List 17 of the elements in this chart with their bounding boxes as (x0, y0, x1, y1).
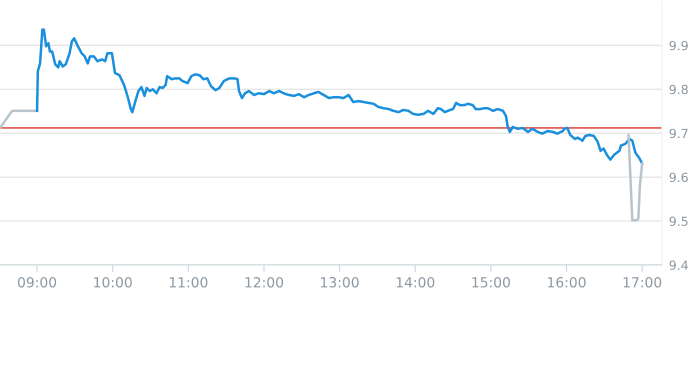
x-tick-label: 13:00 (321, 277, 359, 288)
y-tick-label: 9.6 (670, 172, 688, 182)
x-tick-label: 12:00 (245, 277, 284, 288)
x-tick-label: 10:00 (94, 277, 132, 288)
y-tick-label: 9.7 (670, 128, 688, 138)
line-series (627, 134, 644, 222)
x-tick-label: 09:00 (18, 277, 56, 288)
x-tick-label: 14:00 (396, 277, 434, 288)
y-tick-label: 9.8 (670, 84, 688, 94)
x-tick-label: 11:00 (170, 277, 208, 288)
x-tick-label: 17:00 (624, 277, 662, 288)
x-tick-label: 16:00 (548, 277, 586, 288)
y-tick-label: 9.4 (670, 260, 688, 270)
x-tick-label: 15:00 (472, 277, 510, 288)
line-series (36, 28, 644, 165)
y-tick-label: 9.5 (670, 216, 688, 226)
y-tick-label: 9.9 (670, 40, 688, 50)
